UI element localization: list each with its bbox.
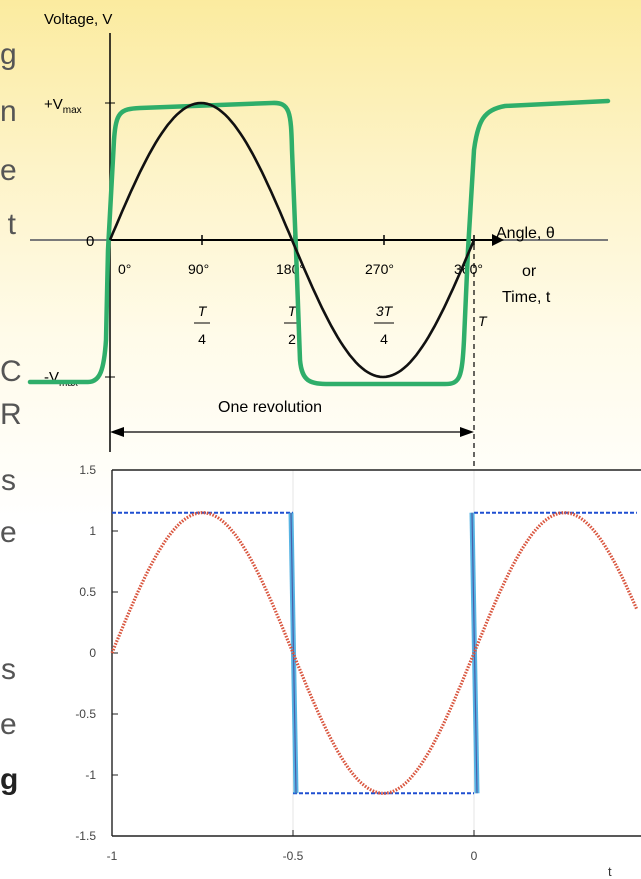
fraction-t-over-4: T 4 [194, 303, 210, 347]
sine-wave-curve [108, 101, 476, 379]
plot-area [112, 470, 641, 836]
y-tick-label: 1.5 [79, 463, 96, 477]
or-label: or [522, 263, 537, 280]
slide-text-fragment: e [0, 154, 17, 187]
angle-label-90: 90° [188, 261, 209, 277]
svg-text:4: 4 [198, 331, 206, 347]
angle-label-270: 270° [365, 261, 394, 277]
x-tick-label: 0 [471, 849, 478, 863]
chart-x-ticks: -1 -0.5 0 [107, 830, 478, 863]
square-wave-curve [27, 98, 611, 387]
vmax-label: +Vmax [44, 96, 82, 116]
revolution-label: One revolution [218, 399, 322, 416]
slide-text-fragment: e [0, 516, 17, 549]
svg-text:2: 2 [288, 331, 296, 347]
voltage-axis-label: Voltage, V [44, 11, 112, 28]
slide-text-fragment: e [0, 708, 17, 741]
slide-text-fragment: s [1, 464, 16, 497]
slide-text-fragment: n [0, 95, 17, 128]
y-tick-label: 0.5 [79, 585, 96, 599]
revolution-arrow-right [460, 427, 474, 437]
revolution-arrow-left [110, 427, 124, 437]
x-tick-label: -1 [107, 849, 118, 863]
slide-text-fragment: g [0, 38, 17, 71]
svg-text:T: T [288, 303, 298, 319]
svg-text:T: T [198, 303, 208, 319]
y-tick-label: -0.5 [75, 707, 96, 721]
square-sine-chart: 1.5 1 0.5 0 -0.5 -1 -1.5 -1 -0.5 0 t [75, 463, 641, 879]
time-axis-label: Time, t [502, 289, 551, 306]
y-tick-label: 0 [89, 646, 96, 660]
slide-text-fragment: s [1, 653, 16, 686]
y-tick-label: -1.5 [75, 829, 96, 843]
y-tick-label: -1 [85, 768, 96, 782]
svg-text:3T: 3T [376, 303, 394, 319]
chart-x-label-fragment: t [608, 864, 612, 879]
slide-text-fragment: t [7, 208, 16, 241]
angle-axis-label: Angle, θ [496, 225, 555, 242]
slide-text-fragment: g [0, 763, 19, 796]
angle-axis-arrow [492, 234, 504, 246]
x-tick-label: -0.5 [283, 849, 304, 863]
zero-label: 0 [86, 233, 94, 250]
voltage-waveform-diagram: Voltage, V +Vmax 0 -Vmax 0° 90° 180° 270… [27, 11, 611, 470]
neg-vmax-label: -Vmax [44, 369, 78, 389]
y-tick-label: 1 [89, 524, 96, 538]
chart-y-ticks: 1.5 1 0.5 0 -0.5 -1 -1.5 [75, 463, 118, 843]
fraction-3t-over-4: 3T 4 [374, 303, 394, 347]
angle-label-0: 0° [118, 261, 131, 277]
period-label: T [478, 313, 488, 329]
svg-text:4: 4 [380, 331, 388, 347]
